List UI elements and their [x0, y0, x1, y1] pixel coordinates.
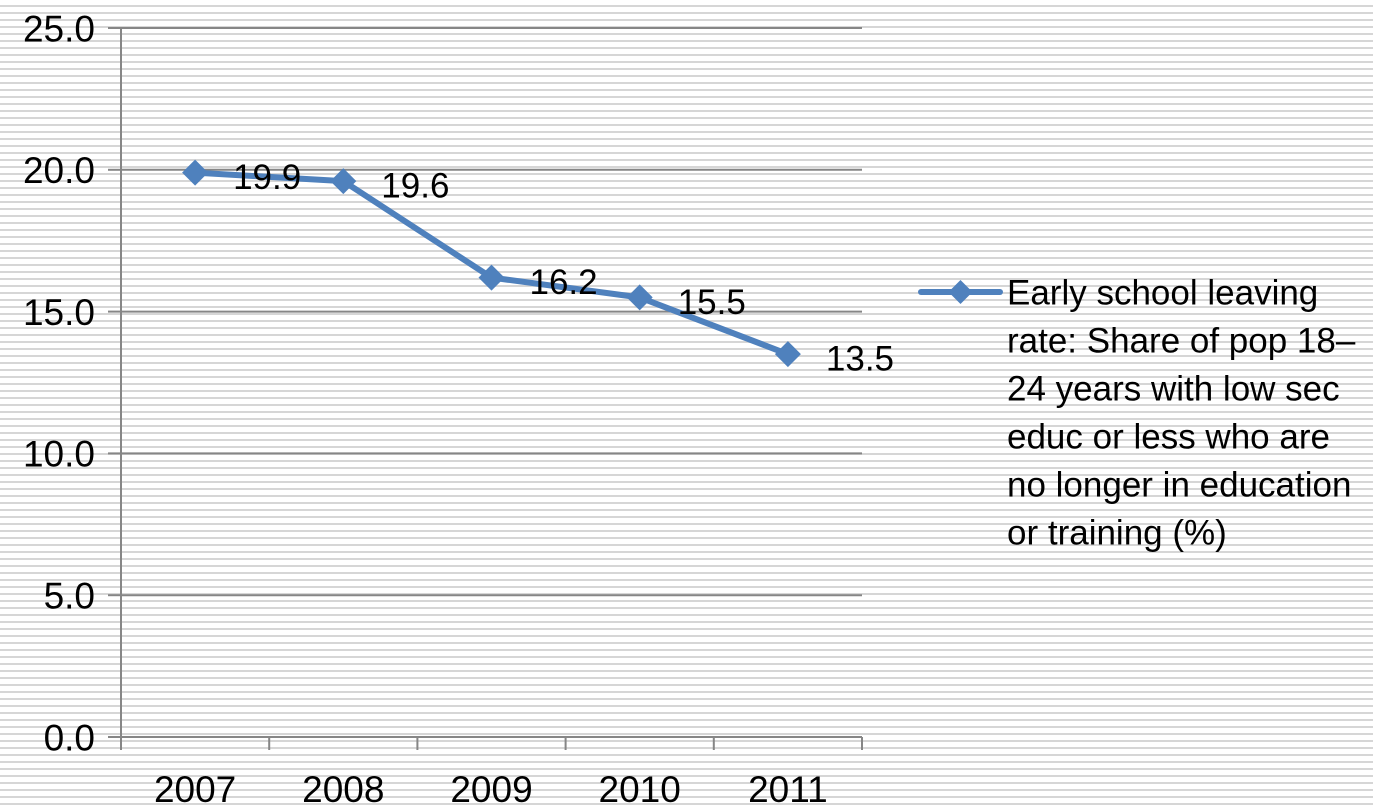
data-label: 19.9: [233, 158, 301, 197]
legend: Early school leaving rate: Share of pop …: [918, 274, 1361, 553]
x-tick-label: 2009: [450, 769, 532, 806]
legend-entry: Early school leaving rate: Share of pop …: [918, 274, 1361, 553]
x-tick-label: 2007: [154, 769, 236, 806]
data-labels: 19.9 19.6 16.2 15.5 13.5: [233, 158, 894, 379]
data-marker-2009: [478, 264, 505, 291]
legend-label-line: 24 years with low sec: [1007, 370, 1349, 409]
data-marker-2011: [774, 341, 801, 368]
x-tick-label: 2010: [599, 769, 681, 806]
gridlines: [121, 27, 862, 738]
data-marker-2010: [626, 284, 653, 311]
series-line: [192, 169, 791, 358]
series-early-school-leaving-rate: [182, 159, 801, 368]
y-tick-label: 0.0: [44, 717, 95, 758]
legend-label-line: rate: Share of pop 18–: [1007, 322, 1356, 361]
y-axis: 0.0 5.0 10.0 15.0 20.0 25.0: [23, 8, 122, 758]
x-tick-label: 2008: [302, 769, 384, 806]
data-marker-2007: [182, 159, 209, 186]
y-tick-label: 25.0: [23, 8, 95, 49]
legend-label-line: educ or less who are: [1007, 418, 1340, 457]
y-tick-label: 15.0: [23, 292, 95, 333]
legend-label-line: no longer in education: [1007, 466, 1361, 505]
y-tick-label: 5.0: [44, 576, 95, 617]
data-label: 19.6: [381, 167, 449, 206]
data-label: 15.5: [678, 283, 746, 322]
legend-label-line: or training (%): [1007, 514, 1227, 553]
legend-label-line: Early school leaving: [1007, 274, 1328, 313]
data-label: 13.5: [826, 340, 894, 379]
x-axis: 2007 2008 2009 2010 2011: [120, 736, 863, 806]
legend-label: Early school leaving rate: Share of pop …: [1007, 274, 1361, 553]
y-tick-label: 10.0: [23, 434, 95, 475]
x-tick-label: 2011: [748, 769, 828, 806]
data-label: 16.2: [530, 263, 598, 302]
legend-diamond-marker-icon: [948, 280, 973, 304]
y-tick-label: 20.0: [23, 150, 95, 191]
data-marker-2008: [330, 168, 357, 195]
